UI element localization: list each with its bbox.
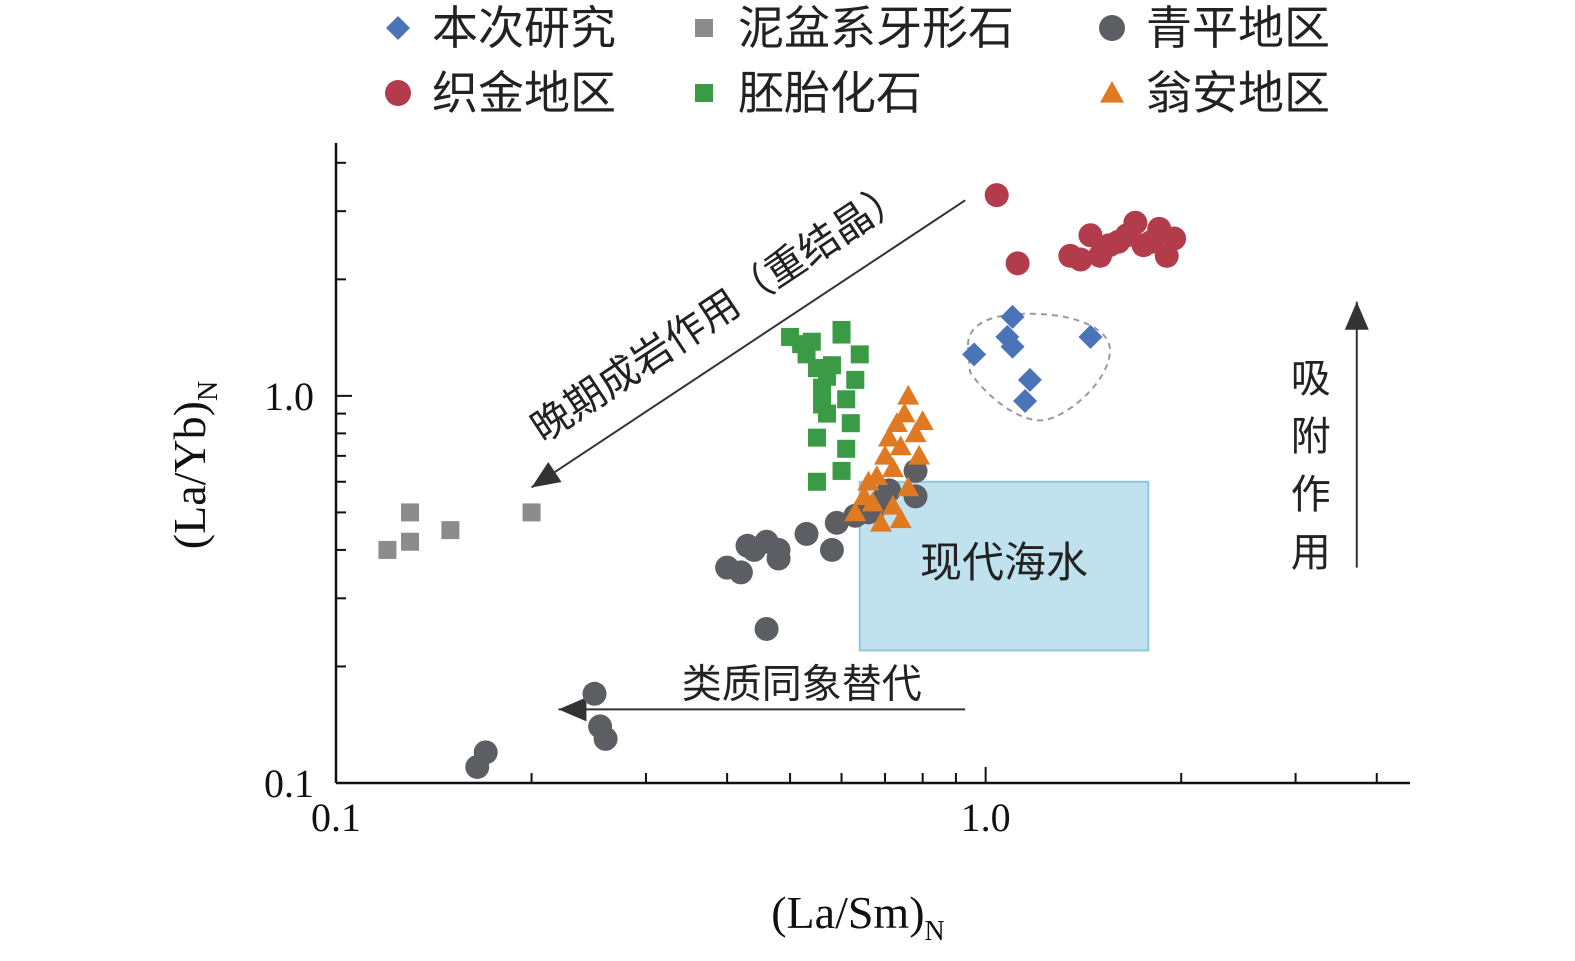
x-tick-label: 0.1 [311,795,361,840]
adsorption-label-char: 吸 [1291,356,1331,402]
data-point [1078,324,1103,349]
modern-seawater-region [858,480,1150,652]
adsorption-label-char: 作 [1291,472,1331,518]
data-point [766,546,791,571]
data-point [903,458,928,483]
legend-label: 本次研究 [432,1,616,55]
data-point [401,503,420,522]
region-layer: 现代海水 [858,312,1150,652]
data-point [908,444,931,465]
series-1 [378,503,541,559]
legend-label: 青平地区 [1146,1,1330,55]
data-point [904,422,927,443]
adsorption-label-char: 附 [1291,414,1331,460]
data-point [754,616,779,641]
legend-marker [695,84,713,102]
legend-label: 翁安地区 [1146,66,1330,120]
data-point [822,356,841,375]
data-point [1000,304,1025,329]
data-point [841,414,860,433]
data-point [1005,251,1030,276]
diagenesis-arrow-shaft [531,199,966,489]
legend-label: 胚胎化石 [738,66,922,120]
region-label: 现代海水 [920,538,1088,587]
series-2 [465,458,928,779]
data-point [824,510,849,535]
data-point [582,681,607,706]
data-point [897,384,920,405]
axes: 0.1 1.0 0.1 1.0 [264,143,1410,840]
data-point [911,410,934,431]
data-point [984,183,1009,208]
data-point [1123,210,1148,235]
legend-marker [386,16,410,40]
data-point [1078,223,1103,248]
data-point [869,511,892,532]
series-0 [962,304,1103,413]
data-point [522,503,541,522]
y-tick-label: 0.1 [264,761,314,806]
data-point [889,508,912,529]
y-axis-title: (La/Yb)N [164,381,224,549]
data-point [441,521,460,540]
data-point [874,444,897,465]
data-point [889,435,912,456]
data-point [897,476,920,497]
legend-label: 织金地区 [432,66,616,120]
legend-label: 泥盆系牙形石 [738,1,1014,55]
data-point [1068,247,1093,272]
data-point [819,537,844,562]
adsorption-label-char: 用 [1291,530,1331,576]
substitution-label: 类质同象替代 [682,661,922,707]
data-point [807,472,826,491]
data-point [893,402,916,423]
data-point [818,404,837,423]
data-point [1000,334,1025,359]
series-4 [781,320,869,491]
y-tick-label: 1.0 [264,374,314,419]
data-point [1013,388,1038,413]
data-point [832,461,851,480]
data-point [881,457,904,478]
legend-marker [1100,81,1124,103]
series-3 [984,183,1187,276]
data-point [1162,226,1187,251]
series-5 [844,384,934,532]
data-point [794,521,819,546]
diagenesis-label: 晚期成岩作用（重结晶） [523,170,915,451]
data-point [401,532,420,551]
substitution-arrow-head [558,697,587,722]
data-point [837,439,856,458]
data-point [865,465,888,486]
legend-marker [695,19,713,37]
data-point [593,726,618,751]
data-point [473,740,498,765]
data-point [728,560,753,585]
data-point [1017,367,1042,392]
data-point [962,342,987,367]
data-point [378,540,397,559]
data-point [807,428,826,447]
data-points [378,183,1187,779]
data-point [832,325,851,344]
legend-marker [1099,15,1125,41]
legend-marker [385,80,411,106]
diagenesis-arrow-head [531,461,562,488]
data-point [844,501,867,522]
data-point [802,332,821,351]
data-point [837,390,856,409]
data-point [850,345,869,364]
x-axis-title: (La/Sm)N [771,887,945,947]
x-tick-label: 1.0 [961,795,1011,840]
data-point [846,370,865,389]
data-point [861,491,884,512]
data-point [881,494,904,515]
adsorption-arrow-head [1344,301,1369,330]
data-point [878,426,901,447]
